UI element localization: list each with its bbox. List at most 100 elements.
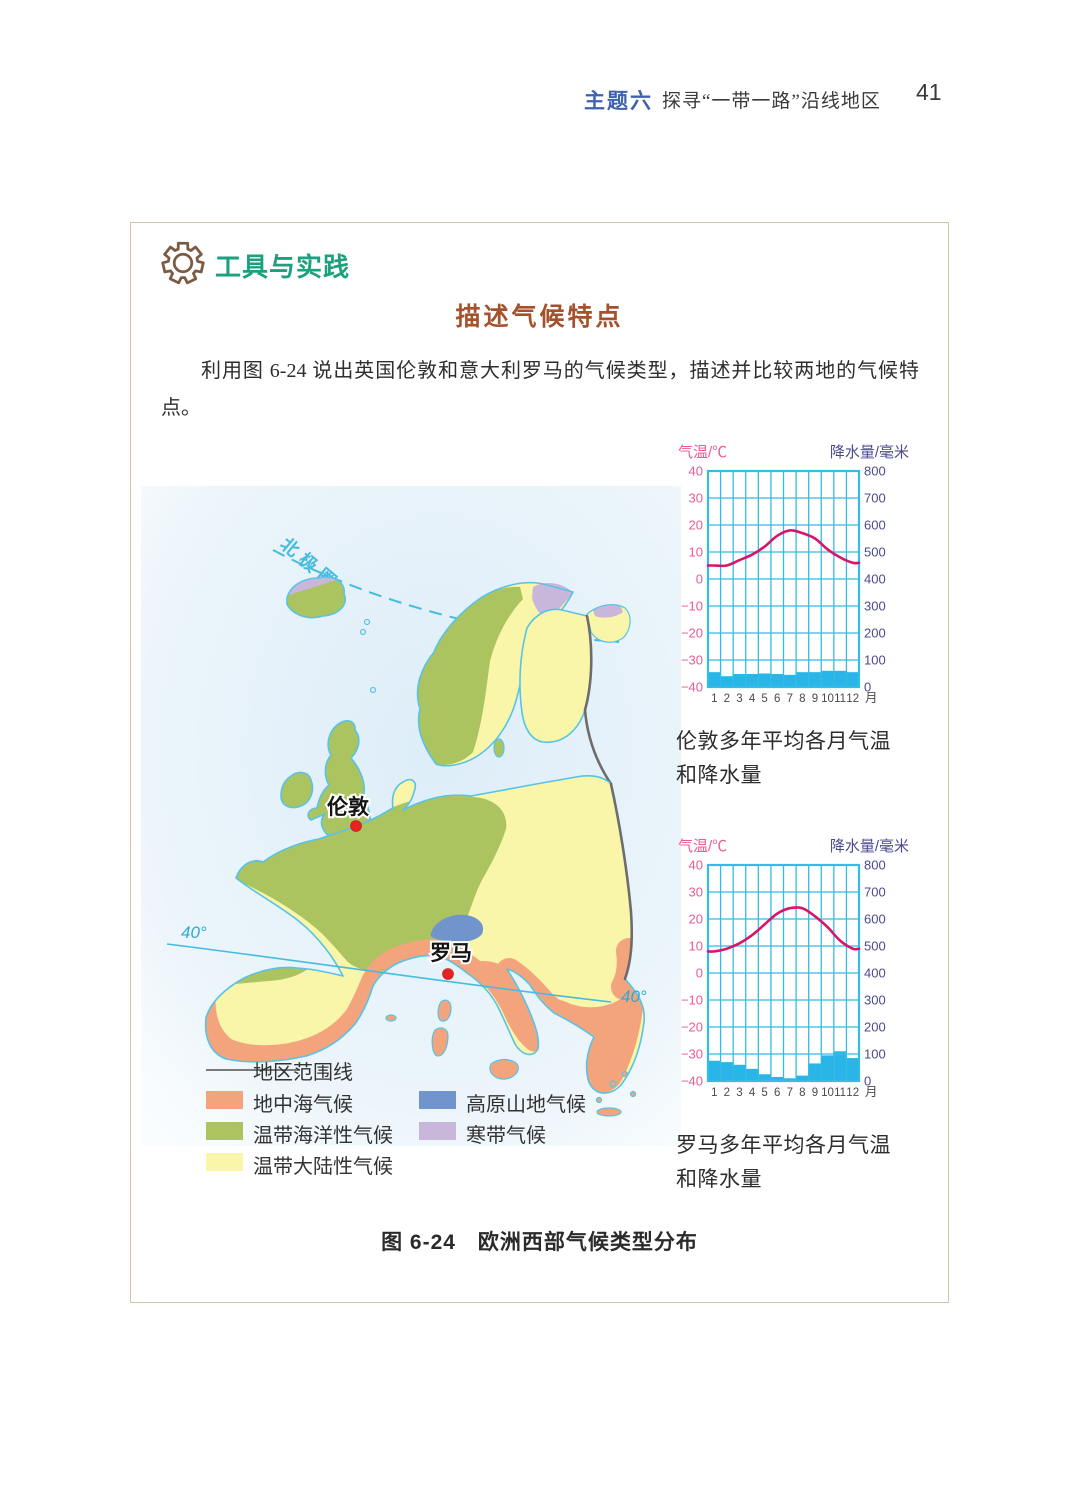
month-label: 4 [749, 1087, 756, 1099]
precip-bar [808, 672, 822, 687]
left-axis-tick: 40 [689, 858, 703, 873]
month-label: 1 [711, 693, 717, 705]
precip-bar [745, 1068, 759, 1081]
month-label: 11 [834, 693, 846, 705]
month-label: 5 [761, 693, 767, 705]
alps-region [430, 914, 484, 943]
legend-swatch [206, 1091, 243, 1109]
right-axis-tick: 600 [864, 912, 886, 927]
precip-bar [708, 672, 721, 687]
legend-swatch [206, 1122, 243, 1140]
right-axis-tick: 500 [864, 545, 886, 560]
right-axis-tick: 0 [864, 1074, 871, 1089]
right-axis-tick: 100 [864, 653, 886, 668]
right-axis-tick: 200 [864, 626, 886, 641]
month-label: 7 [787, 693, 793, 705]
header-topic-title: 探寻“一带一路”沿线地区 [662, 91, 881, 112]
month-label: 3 [736, 693, 742, 705]
right-axis-tick: 200 [864, 1020, 886, 1035]
parallel-40-label-right: 40° [621, 987, 647, 1006]
right-axis-tick: 800 [864, 464, 886, 479]
left-axis-tick: 20 [689, 518, 703, 533]
right-axis-tick: 400 [864, 966, 886, 981]
precip-bar [821, 670, 834, 687]
header-topic-label: 主题六 [584, 90, 653, 113]
gear-hole [172, 252, 194, 274]
precip-bar [821, 1055, 834, 1081]
legend-label: 寒带气候 [466, 1125, 546, 1147]
precip-bar [708, 1060, 721, 1081]
month-label: 5 [761, 1087, 767, 1099]
month-label: 7 [787, 1087, 793, 1099]
precip-bar [833, 1051, 847, 1081]
legend-label: 温带海洋性气候 [253, 1125, 393, 1147]
london-label: 伦敦 [327, 795, 370, 819]
legend-swatch [419, 1091, 456, 1109]
figure-caption: 图 6-24 欧洲西部气候类型分布 [381, 1231, 698, 1254]
legend-boundary-label: 地区范围线 [253, 1062, 353, 1084]
precip-bar [745, 674, 759, 687]
region-boundary-north [583, 614, 613, 786]
ireland [280, 771, 314, 809]
page-number: 41 [916, 79, 942, 105]
temperature-curve [706, 529, 861, 568]
rome-label: 罗马 [430, 942, 472, 965]
left-axis-tick: 10 [689, 545, 703, 560]
right-axis-tick: 100 [864, 1047, 886, 1062]
right-axis-tick: 500 [864, 939, 886, 954]
legend-swatch [419, 1122, 456, 1140]
precip-bar [796, 1075, 809, 1081]
left-axis-tick: −10 [681, 993, 703, 1008]
left-axis-tick: −30 [681, 1047, 703, 1062]
london-chart-caption: 伦敦多年平均各月气温和降水量 [676, 730, 891, 787]
left-axis-tick: −40 [681, 680, 703, 695]
finland [519, 608, 613, 786]
europe-climate-map: 北极圈 [141, 486, 681, 1146]
parallel-40-line [166, 943, 612, 1003]
plot-border [706, 469, 861, 689]
left-axis-title: 气温/℃ [678, 444, 727, 461]
month-label: 9 [812, 693, 818, 705]
rome-dot [442, 968, 454, 980]
precip-bar [720, 1062, 734, 1081]
iceland [286, 560, 371, 626]
activity-paragraph: 利用图 6-24 说出英国伦敦和意大利罗马的气候类型，描述并比较两地的气候特点。 [161, 360, 919, 419]
precip-bar [770, 1076, 784, 1081]
temperature-curve [706, 906, 861, 953]
right-axis-tick: 600 [864, 518, 886, 533]
left-axis-tick: 0 [696, 572, 703, 587]
month-unit-label: 月 [865, 691, 878, 705]
right-axis-tick: 700 [864, 491, 886, 506]
precip-bar [758, 673, 771, 687]
right-axis-title: 降水量/毫米 [830, 443, 909, 461]
left-axis-tick: 30 [689, 885, 703, 900]
left-axis-tick: −20 [681, 626, 703, 641]
month-label: 2 [724, 693, 730, 705]
plot-border [706, 863, 861, 1083]
month-label: 12 [846, 693, 859, 705]
precip-bar [833, 670, 847, 687]
left-axis-tick: −20 [681, 1020, 703, 1035]
shetland-islands [369, 686, 377, 694]
left-axis-tick: −10 [681, 599, 703, 614]
maritime-climate-region [211, 795, 507, 971]
faroe-islands [359, 628, 367, 636]
month-label: 11 [834, 1087, 846, 1099]
legend-label: 地中海气候 [253, 1094, 353, 1116]
month-label: 1 [711, 1087, 717, 1099]
continental-europe [204, 775, 646, 1094]
left-axis-tick: 30 [689, 491, 703, 506]
right-axis-tick: 400 [864, 572, 886, 587]
legend-boundary-line-sample [206, 1069, 300, 1071]
month-label: 10 [821, 693, 834, 705]
mediterranean-islands [385, 999, 637, 1117]
activity-title: 描述气候特点 [455, 304, 624, 331]
month-label: 9 [812, 1087, 818, 1099]
precip-bar [770, 674, 784, 687]
precip-bar [796, 672, 809, 687]
precip-bar [733, 674, 746, 687]
kola-land [586, 604, 631, 643]
gear-icon [161, 241, 205, 285]
activity-box: 工具与实践 描述气候特点 利用图 6-24 说出英国伦敦和意大利罗马的气候类型，… [130, 222, 949, 1303]
